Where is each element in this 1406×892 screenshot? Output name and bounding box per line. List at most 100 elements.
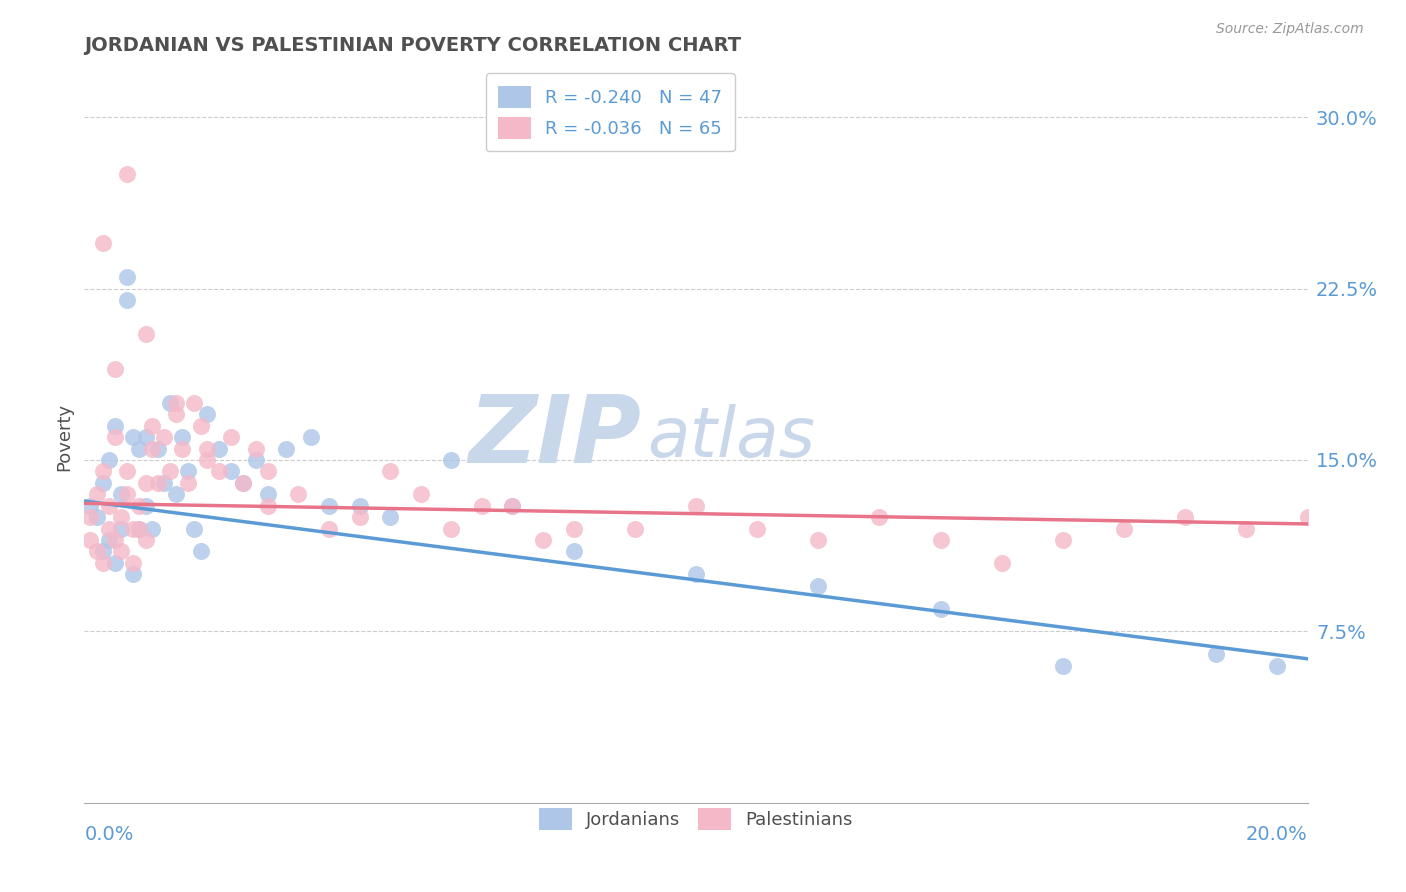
Point — [195, 453, 218, 467]
Point — [122, 567, 145, 582]
Text: atlas: atlas — [647, 403, 815, 471]
Point — [747, 521, 769, 535]
Point — [869, 510, 891, 524]
Point — [91, 464, 114, 478]
Point — [440, 521, 463, 535]
Point — [104, 418, 127, 433]
Point — [97, 533, 120, 547]
Point — [79, 499, 101, 513]
Point — [257, 499, 280, 513]
Point — [86, 487, 108, 501]
Point — [318, 499, 340, 513]
Point — [128, 442, 150, 456]
Point — [104, 430, 127, 444]
Text: Source: ZipAtlas.com: Source: ZipAtlas.com — [1216, 22, 1364, 37]
Point — [104, 556, 127, 570]
Point — [141, 418, 163, 433]
Point — [115, 293, 138, 307]
Point — [91, 475, 114, 490]
Point — [183, 521, 205, 535]
Point — [110, 510, 132, 524]
Point — [165, 487, 187, 501]
Point — [115, 464, 138, 478]
Point — [91, 235, 114, 250]
Point — [97, 453, 120, 467]
Point — [807, 579, 830, 593]
Point — [1114, 521, 1136, 535]
Point — [172, 430, 194, 444]
Point — [122, 430, 145, 444]
Text: 20.0%: 20.0% — [1246, 825, 1308, 844]
Point — [991, 556, 1014, 570]
Point — [299, 430, 322, 444]
Point — [97, 499, 120, 513]
Point — [172, 442, 194, 456]
Point — [685, 567, 707, 582]
Point — [135, 533, 157, 547]
Point — [141, 442, 163, 456]
Point — [183, 396, 205, 410]
Point — [110, 487, 132, 501]
Legend: Jordanians, Palestinians: Jordanians, Palestinians — [531, 801, 860, 838]
Point — [380, 464, 402, 478]
Point — [380, 510, 402, 524]
Point — [128, 521, 150, 535]
Point — [1236, 521, 1258, 535]
Point — [165, 396, 187, 410]
Point — [208, 442, 231, 456]
Point — [276, 442, 298, 456]
Point — [110, 521, 132, 535]
Point — [153, 475, 176, 490]
Point — [195, 407, 218, 421]
Point — [287, 487, 309, 501]
Point — [195, 442, 218, 456]
Point — [1174, 510, 1197, 524]
Point — [177, 464, 200, 478]
Text: 0.0%: 0.0% — [84, 825, 134, 844]
Point — [86, 510, 108, 524]
Point — [685, 499, 707, 513]
Point — [122, 521, 145, 535]
Point — [245, 442, 267, 456]
Point — [91, 556, 114, 570]
Point — [1052, 658, 1074, 673]
Point — [562, 544, 585, 558]
Point — [135, 327, 157, 342]
Point — [115, 487, 138, 501]
Point — [165, 407, 187, 421]
Point — [471, 499, 494, 513]
Point — [219, 464, 242, 478]
Point — [232, 475, 254, 490]
Point — [440, 453, 463, 467]
Point — [502, 499, 524, 513]
Point — [245, 453, 267, 467]
Point — [190, 418, 212, 433]
Text: ZIP: ZIP — [468, 391, 641, 483]
Point — [104, 361, 127, 376]
Point — [79, 533, 101, 547]
Point — [91, 544, 114, 558]
Point — [624, 521, 647, 535]
Point — [409, 487, 432, 501]
Point — [115, 167, 138, 181]
Point — [531, 533, 554, 547]
Point — [219, 430, 242, 444]
Point — [135, 430, 157, 444]
Y-axis label: Poverty: Poverty — [55, 403, 73, 471]
Point — [128, 499, 150, 513]
Point — [929, 533, 952, 547]
Point — [257, 487, 280, 501]
Point — [502, 499, 524, 513]
Point — [110, 544, 132, 558]
Point — [135, 475, 157, 490]
Text: JORDANIAN VS PALESTINIAN POVERTY CORRELATION CHART: JORDANIAN VS PALESTINIAN POVERTY CORRELA… — [84, 36, 741, 54]
Point — [232, 475, 254, 490]
Point — [562, 521, 585, 535]
Point — [1296, 510, 1319, 524]
Point — [1052, 533, 1074, 547]
Point — [86, 544, 108, 558]
Point — [929, 601, 952, 615]
Point — [97, 521, 120, 535]
Point — [104, 533, 127, 547]
Point — [122, 556, 145, 570]
